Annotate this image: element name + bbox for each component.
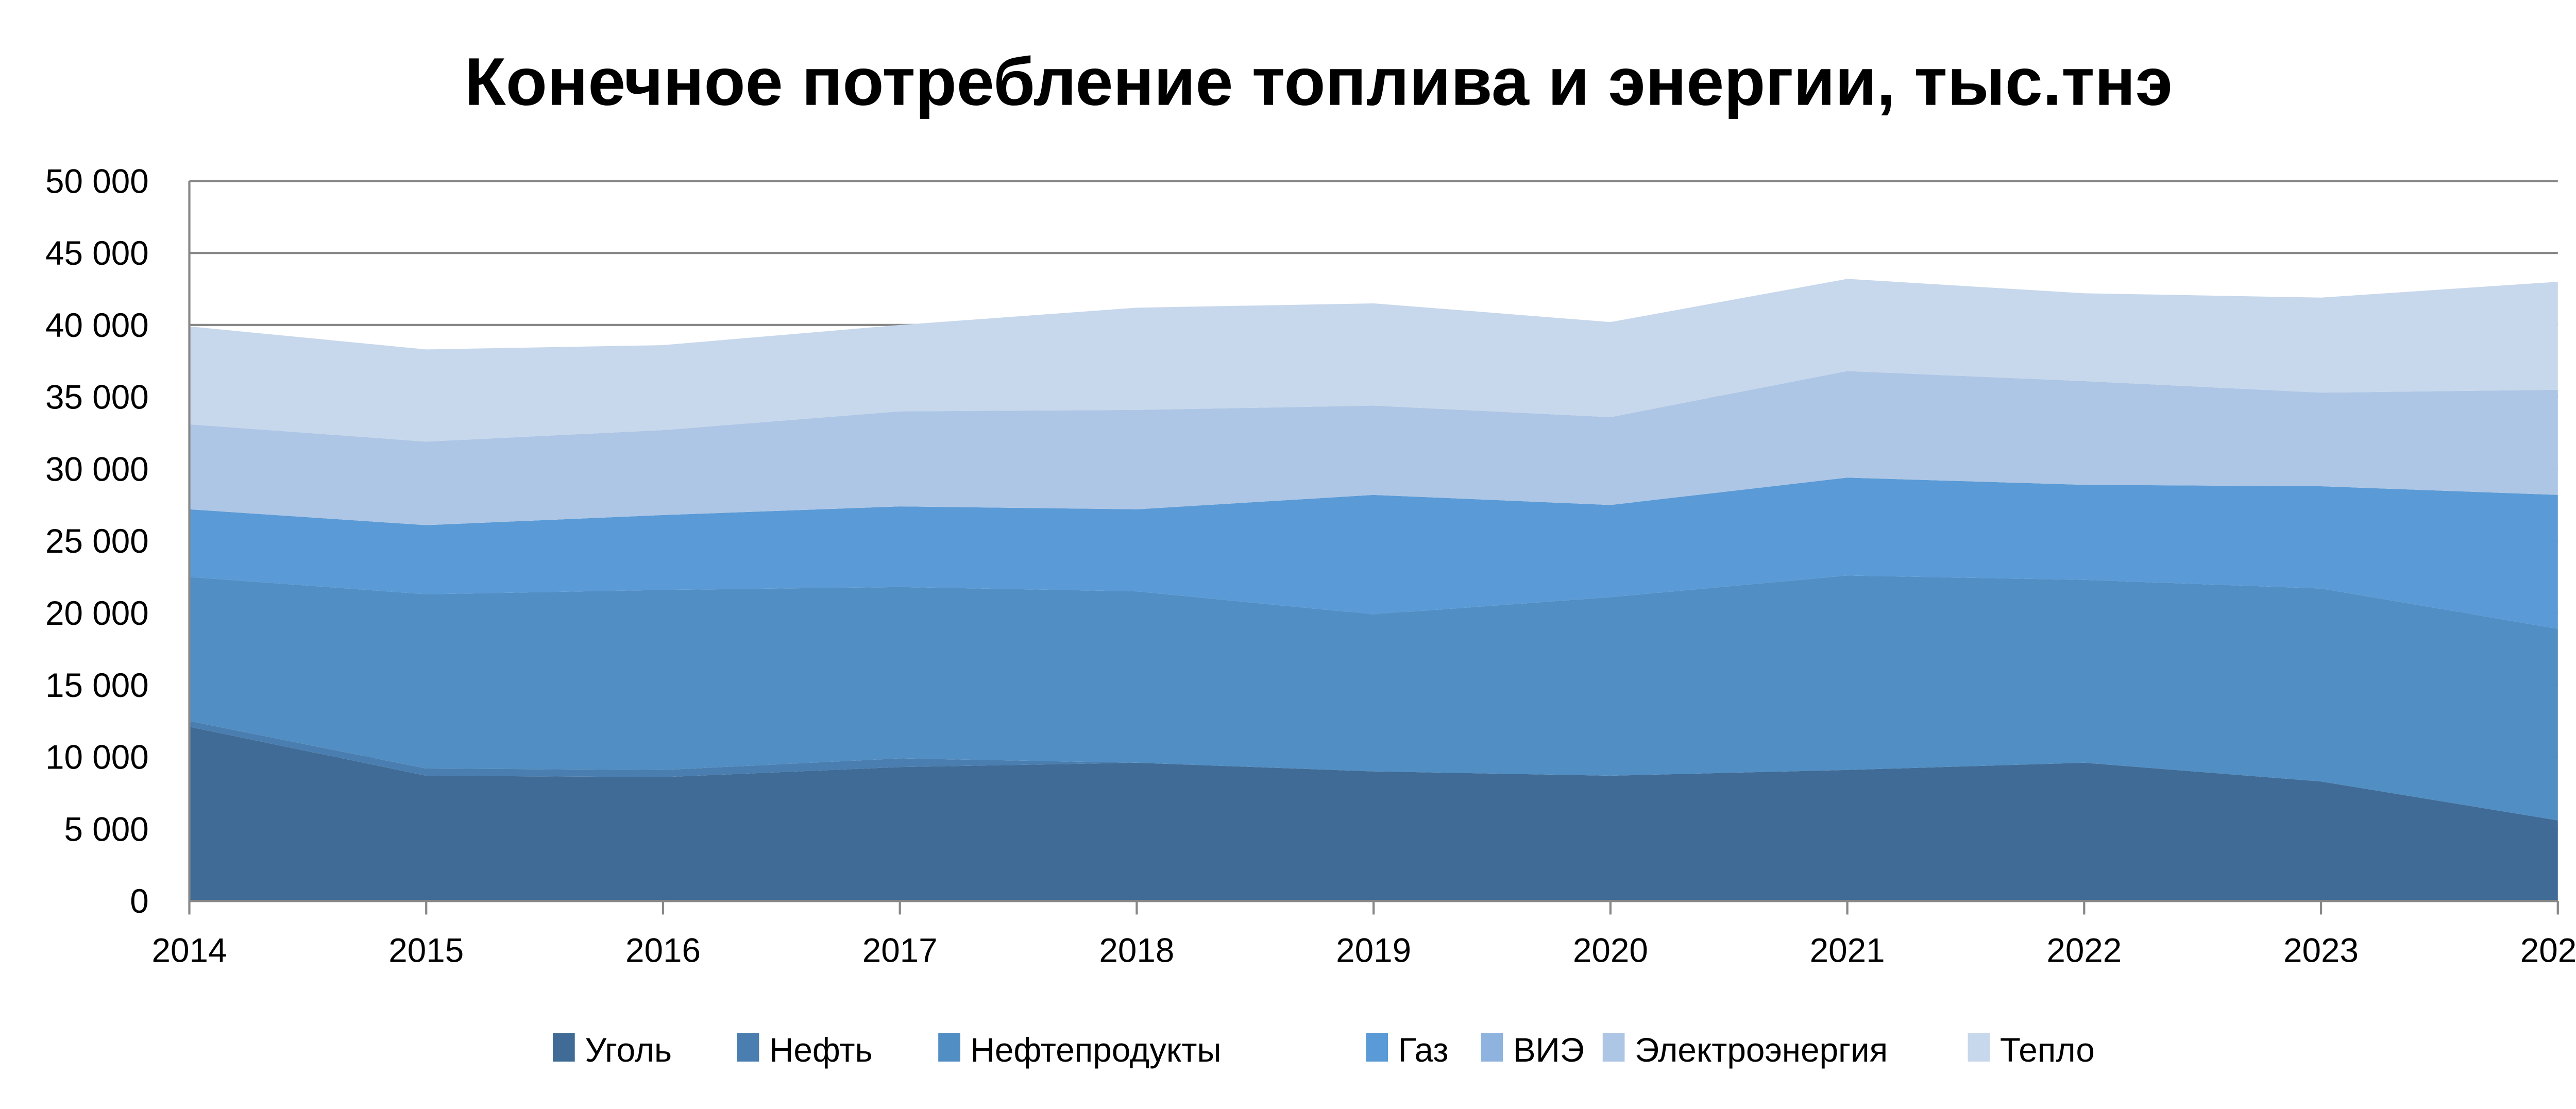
legend-swatch bbox=[1602, 1033, 1625, 1062]
legend-swatch bbox=[1366, 1033, 1388, 1062]
legend-item: Уголь bbox=[553, 1031, 672, 1069]
x-tick-label: 2018 bbox=[1099, 931, 1174, 969]
y-tick-label: 45 000 bbox=[45, 234, 149, 272]
y-tick-label: 40 000 bbox=[45, 306, 149, 344]
areas bbox=[189, 279, 2558, 901]
x-tick-label: 2024 bbox=[2520, 931, 2576, 969]
legend-label: Газ bbox=[1398, 1031, 1449, 1069]
x-tick-label: 2022 bbox=[2046, 931, 2122, 969]
legend-item: Тепло bbox=[1968, 1031, 2095, 1069]
legend-swatch bbox=[1968, 1033, 1990, 1062]
area-Газ bbox=[189, 477, 2558, 629]
y-tick-label: 50 000 bbox=[45, 162, 149, 200]
legend-item: Газ bbox=[1366, 1031, 1448, 1069]
x-tick-label: 2014 bbox=[152, 931, 227, 969]
legend-label: Тепло bbox=[2000, 1031, 2095, 1069]
area-Тепло bbox=[189, 279, 2558, 442]
legend-label: Нефтепродукты bbox=[971, 1031, 1222, 1069]
legend-label: Электроэнергия bbox=[1635, 1031, 1888, 1069]
x-tick-label: 2015 bbox=[388, 931, 464, 969]
area-Нефтепродукты bbox=[189, 575, 2558, 821]
legend-label: Нефть bbox=[769, 1031, 873, 1069]
x-tick-label: 2021 bbox=[1810, 931, 1885, 969]
x-tick-label: 2019 bbox=[1336, 931, 1411, 969]
legend-item: Нефтепродукты bbox=[938, 1031, 1222, 1069]
y-tick-label: 15 000 bbox=[45, 667, 149, 704]
legend-swatch bbox=[938, 1033, 960, 1062]
legend-item: Электроэнергия bbox=[1602, 1031, 1888, 1069]
area-Уголь bbox=[189, 726, 2558, 901]
x-tick-label: 2016 bbox=[625, 931, 701, 969]
chart-title: Конечное потребление топлива и энергии, … bbox=[465, 44, 2173, 120]
area-Нефть bbox=[189, 721, 2558, 821]
y-tick-label: 25 000 bbox=[45, 522, 149, 560]
y-tick-label: 5 000 bbox=[64, 810, 149, 848]
legend-label: Уголь bbox=[585, 1031, 672, 1069]
y-tick-label: 35 000 bbox=[45, 379, 149, 416]
y-tick-label: 20 000 bbox=[45, 594, 149, 632]
area-Электроэнергия bbox=[189, 371, 2558, 525]
legend-label: ВИЭ bbox=[1513, 1031, 1584, 1069]
legend: Уголь Нефть Нефтепродукты Газ ВИЭ Электроэнер… bbox=[553, 1031, 2095, 1069]
axes: 0 5 000 10 000 15 000 20 000 25 000 30 000 35 0… bbox=[45, 162, 2576, 969]
legend-swatch bbox=[737, 1033, 759, 1062]
x-tick-label: 2023 bbox=[2283, 931, 2359, 969]
legend-item: ВИЭ bbox=[1481, 1031, 1584, 1069]
y-tick-label: 10 000 bbox=[45, 739, 149, 776]
legend-swatch bbox=[1481, 1033, 1503, 1062]
x-tick-label: 2020 bbox=[1573, 931, 1648, 969]
legend-item: Нефть bbox=[737, 1031, 873, 1069]
legend-swatch bbox=[553, 1033, 575, 1062]
x-tick-label: 2017 bbox=[862, 931, 938, 969]
y-tick-label: 0 bbox=[130, 882, 149, 920]
y-tick-label: 30 000 bbox=[45, 450, 149, 488]
